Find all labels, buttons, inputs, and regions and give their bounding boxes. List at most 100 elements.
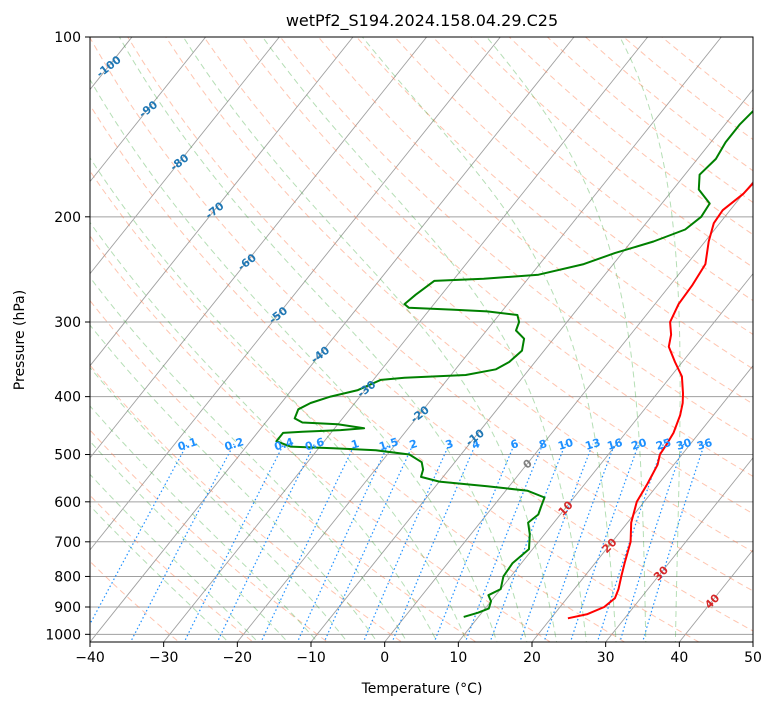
- isotherm-label: -100: [94, 53, 124, 80]
- mixing-ratio-line: [596, 443, 664, 642]
- moist-adiabat: [90, 156, 468, 642]
- mixing-ratio-line: [90, 443, 188, 626]
- dry-adiabat: [90, 37, 753, 632]
- x-tick-label: −30: [149, 650, 179, 666]
- dry-adiabat: [90, 560, 180, 642]
- mixing-ratio-label: 6: [509, 437, 520, 452]
- isotherm-line: [163, 37, 649, 642]
- mixing-ratio-line: [323, 443, 414, 642]
- mixing-ratio-label: 0.6: [303, 435, 326, 453]
- isotherm-label: -50: [266, 304, 290, 327]
- y-axis: 100 200 300 400 500 600 700 800 900 1000: [45, 30, 90, 643]
- dry-adiabat: [547, 37, 753, 204]
- moist-adiabat: [118, 37, 528, 642]
- y-tick-label: 700: [54, 535, 81, 551]
- dry-adiabat: [90, 235, 552, 642]
- isotherm-line: [531, 365, 753, 642]
- moist-adiabat: [90, 324, 378, 642]
- mixing-ratio-label: 1.5: [377, 435, 399, 453]
- y-tick-label: 800: [54, 569, 81, 585]
- isotherm-label: -20: [408, 403, 432, 426]
- mixing-ratio-line: [129, 443, 235, 642]
- x-tick-label: 50: [744, 650, 762, 666]
- dry-adiabat: [432, 37, 753, 302]
- y-tick-label: 100: [54, 30, 81, 46]
- y-tick-label: 500: [54, 448, 81, 464]
- moist-adiabat: [90, 473, 259, 642]
- mixing-ratio-label: 36: [695, 436, 714, 453]
- mixing-ratio-line: [433, 443, 515, 642]
- isotherm-line: [384, 180, 753, 642]
- dry-adiabat: [661, 37, 753, 110]
- dry-adiabat-label: 20: [600, 536, 620, 556]
- moist-adiabat: [90, 78, 498, 642]
- isotherm-label: -60: [235, 251, 259, 274]
- mixing-ratio-label: 25: [654, 436, 672, 453]
- mixing-ratio-line: [216, 443, 316, 642]
- dry-adiabat: [203, 37, 753, 515]
- x-tick-label: −10: [296, 650, 326, 666]
- y-tick-label: 400: [54, 390, 81, 406]
- y-tick-label: 1000: [45, 627, 81, 643]
- moist-adiabat: [486, 37, 647, 642]
- x-tick-label: −40: [75, 650, 105, 666]
- y-axis-label: Pressure (hPa): [12, 290, 28, 390]
- mixing-ratio-label: 8: [537, 437, 548, 452]
- x-tick-label: 10: [449, 650, 467, 666]
- chart-title: wetPf2_S194.2024.158.04.29.C25: [286, 11, 558, 31]
- isotherm-label: -10: [463, 426, 487, 449]
- dry-adiabat-label: 30: [651, 563, 671, 583]
- isotherm-label: -80: [168, 151, 192, 174]
- dry-adiabat: [90, 170, 626, 642]
- isotherm-line: [90, 37, 575, 642]
- dry-adiabat: [165, 37, 753, 553]
- x-tick-label: 20: [523, 650, 541, 666]
- dry-adiabat: [90, 364, 403, 642]
- isotherm-label: -40: [308, 343, 332, 366]
- isotherm-line: [0, 37, 58, 642]
- isotherm-line: [90, 37, 207, 183]
- dry-adiabat: [90, 429, 329, 642]
- temperature-trace: [567, 181, 753, 620]
- dry-adiabat: [90, 494, 254, 642]
- y-tick-label: 300: [54, 315, 81, 331]
- mixing-ratio-line: [569, 443, 640, 642]
- dry-adiabat: [127, 37, 753, 592]
- moist-adiabat: [619, 37, 681, 642]
- isotherm-line: [457, 272, 753, 642]
- mixing-ratio-line: [619, 443, 685, 642]
- dewpoint-trace: [275, 109, 753, 618]
- mixing-ratio-line: [489, 443, 567, 642]
- dry-adiabat: [470, 37, 753, 268]
- isotherm-line: [605, 457, 753, 642]
- dry-adiabat: [90, 299, 477, 642]
- moist-adiabat: [90, 505, 229, 642]
- y-tick-label: 200: [54, 210, 81, 226]
- moist-adiabat: [90, 276, 408, 642]
- isotherm-line: [310, 88, 753, 642]
- dry-adiabat: [394, 37, 753, 335]
- mixing-ratio-line: [362, 443, 450, 642]
- mixing-ratio-label: 0.1: [176, 435, 198, 453]
- mixing-ratio-label: 3: [444, 437, 455, 452]
- isotherm-line: [90, 37, 354, 367]
- mixing-ratio-label: 10: [556, 436, 575, 453]
- mixing-ratio-line: [260, 443, 356, 642]
- dry-adiabat: [508, 37, 753, 236]
- isotherm-line: [236, 37, 722, 642]
- mixing-ratio-label: 2: [408, 437, 419, 452]
- moist-adiabat: [90, 366, 348, 642]
- isotherm-line: [90, 37, 280, 275]
- plot-frame: [89, 36, 754, 643]
- mixing-ratio-line: [391, 443, 477, 642]
- moist-adiabat: [362, 37, 617, 642]
- y-tick-label: 600: [54, 495, 81, 511]
- x-tick-label: 0: [380, 650, 389, 666]
- profile-series: [275, 109, 753, 620]
- dry-adiabat: [356, 37, 753, 370]
- isotherm-line: [678, 549, 753, 642]
- mixing-ratio-label: 13: [584, 436, 602, 453]
- mixing-ratio-label: 0.2: [223, 435, 245, 453]
- dry-adiabat: [90, 104, 700, 642]
